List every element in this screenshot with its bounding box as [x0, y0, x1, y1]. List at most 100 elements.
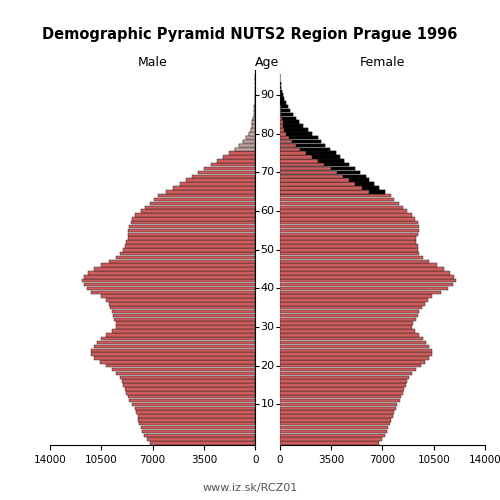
Bar — [280, 120, 299, 124]
Bar — [88, 271, 255, 274]
Bar — [130, 221, 255, 224]
Bar — [126, 391, 255, 394]
Bar — [280, 228, 419, 232]
Title: Age: Age — [256, 56, 280, 69]
Bar — [250, 132, 255, 136]
Bar — [186, 178, 255, 182]
Bar — [280, 155, 340, 158]
Bar — [280, 348, 432, 352]
Bar — [84, 283, 255, 286]
Bar — [280, 290, 441, 294]
Bar — [280, 86, 281, 89]
Bar — [280, 182, 374, 186]
Bar — [280, 260, 430, 263]
Bar — [144, 434, 255, 437]
Bar — [280, 194, 391, 198]
Bar — [102, 264, 255, 267]
Bar — [280, 155, 312, 158]
Bar — [120, 252, 255, 256]
Bar — [280, 236, 416, 240]
Bar — [280, 306, 422, 310]
Bar — [280, 163, 348, 166]
Text: 20: 20 — [260, 360, 274, 370]
Bar — [84, 275, 255, 278]
Bar — [280, 144, 325, 147]
Bar — [280, 144, 325, 147]
Bar — [280, 148, 330, 151]
Bar — [280, 372, 411, 375]
Bar — [280, 406, 396, 410]
Bar — [280, 140, 321, 143]
Bar — [141, 210, 255, 213]
Bar — [280, 256, 424, 259]
Bar — [124, 387, 255, 390]
Bar — [146, 206, 255, 209]
Bar — [250, 132, 255, 136]
Bar — [280, 170, 360, 174]
Bar — [280, 112, 293, 116]
Text: 30: 30 — [260, 322, 274, 332]
Bar — [280, 140, 321, 143]
Bar — [252, 120, 255, 124]
Bar — [280, 387, 404, 390]
Bar — [128, 395, 255, 398]
Bar — [280, 144, 296, 147]
Bar — [173, 186, 255, 190]
Bar — [252, 124, 255, 128]
Bar — [280, 167, 331, 170]
Bar — [108, 260, 255, 263]
Bar — [280, 136, 288, 140]
Bar — [280, 414, 392, 418]
Bar — [129, 225, 255, 228]
Bar — [280, 120, 282, 124]
Bar — [280, 163, 348, 166]
Bar — [280, 190, 369, 194]
Bar — [280, 105, 288, 108]
Bar — [254, 112, 255, 116]
Bar — [280, 90, 281, 93]
Bar — [112, 368, 255, 372]
Bar — [108, 302, 255, 306]
Bar — [150, 202, 255, 205]
Bar — [135, 213, 255, 216]
Bar — [280, 120, 299, 124]
Bar — [138, 418, 255, 422]
Bar — [254, 112, 255, 116]
Bar — [280, 356, 430, 360]
Bar — [102, 294, 255, 298]
Bar — [234, 148, 255, 151]
Bar — [124, 244, 255, 248]
Bar — [280, 132, 285, 136]
Bar — [280, 318, 416, 321]
Bar — [280, 399, 400, 402]
Bar — [244, 140, 255, 143]
Title: Male: Male — [138, 56, 168, 69]
Bar — [280, 402, 397, 406]
Bar — [251, 128, 255, 132]
Bar — [280, 155, 340, 158]
Bar — [132, 217, 255, 220]
Bar — [252, 120, 255, 124]
Bar — [124, 248, 255, 252]
Bar — [280, 128, 307, 132]
Bar — [141, 426, 255, 430]
Bar — [280, 128, 307, 132]
Bar — [280, 302, 425, 306]
Bar — [280, 364, 420, 368]
Bar — [198, 170, 255, 174]
Bar — [150, 442, 255, 445]
Bar — [280, 94, 282, 97]
Bar — [280, 314, 417, 317]
Bar — [280, 178, 369, 182]
Bar — [106, 333, 255, 336]
Bar — [280, 98, 284, 100]
Bar — [280, 376, 409, 379]
Bar — [280, 438, 382, 441]
Bar — [280, 132, 312, 136]
Text: 60: 60 — [260, 206, 274, 216]
Bar — [280, 124, 283, 128]
Bar — [280, 86, 281, 89]
Bar — [138, 414, 255, 418]
Bar — [280, 190, 386, 194]
Bar — [280, 298, 428, 302]
